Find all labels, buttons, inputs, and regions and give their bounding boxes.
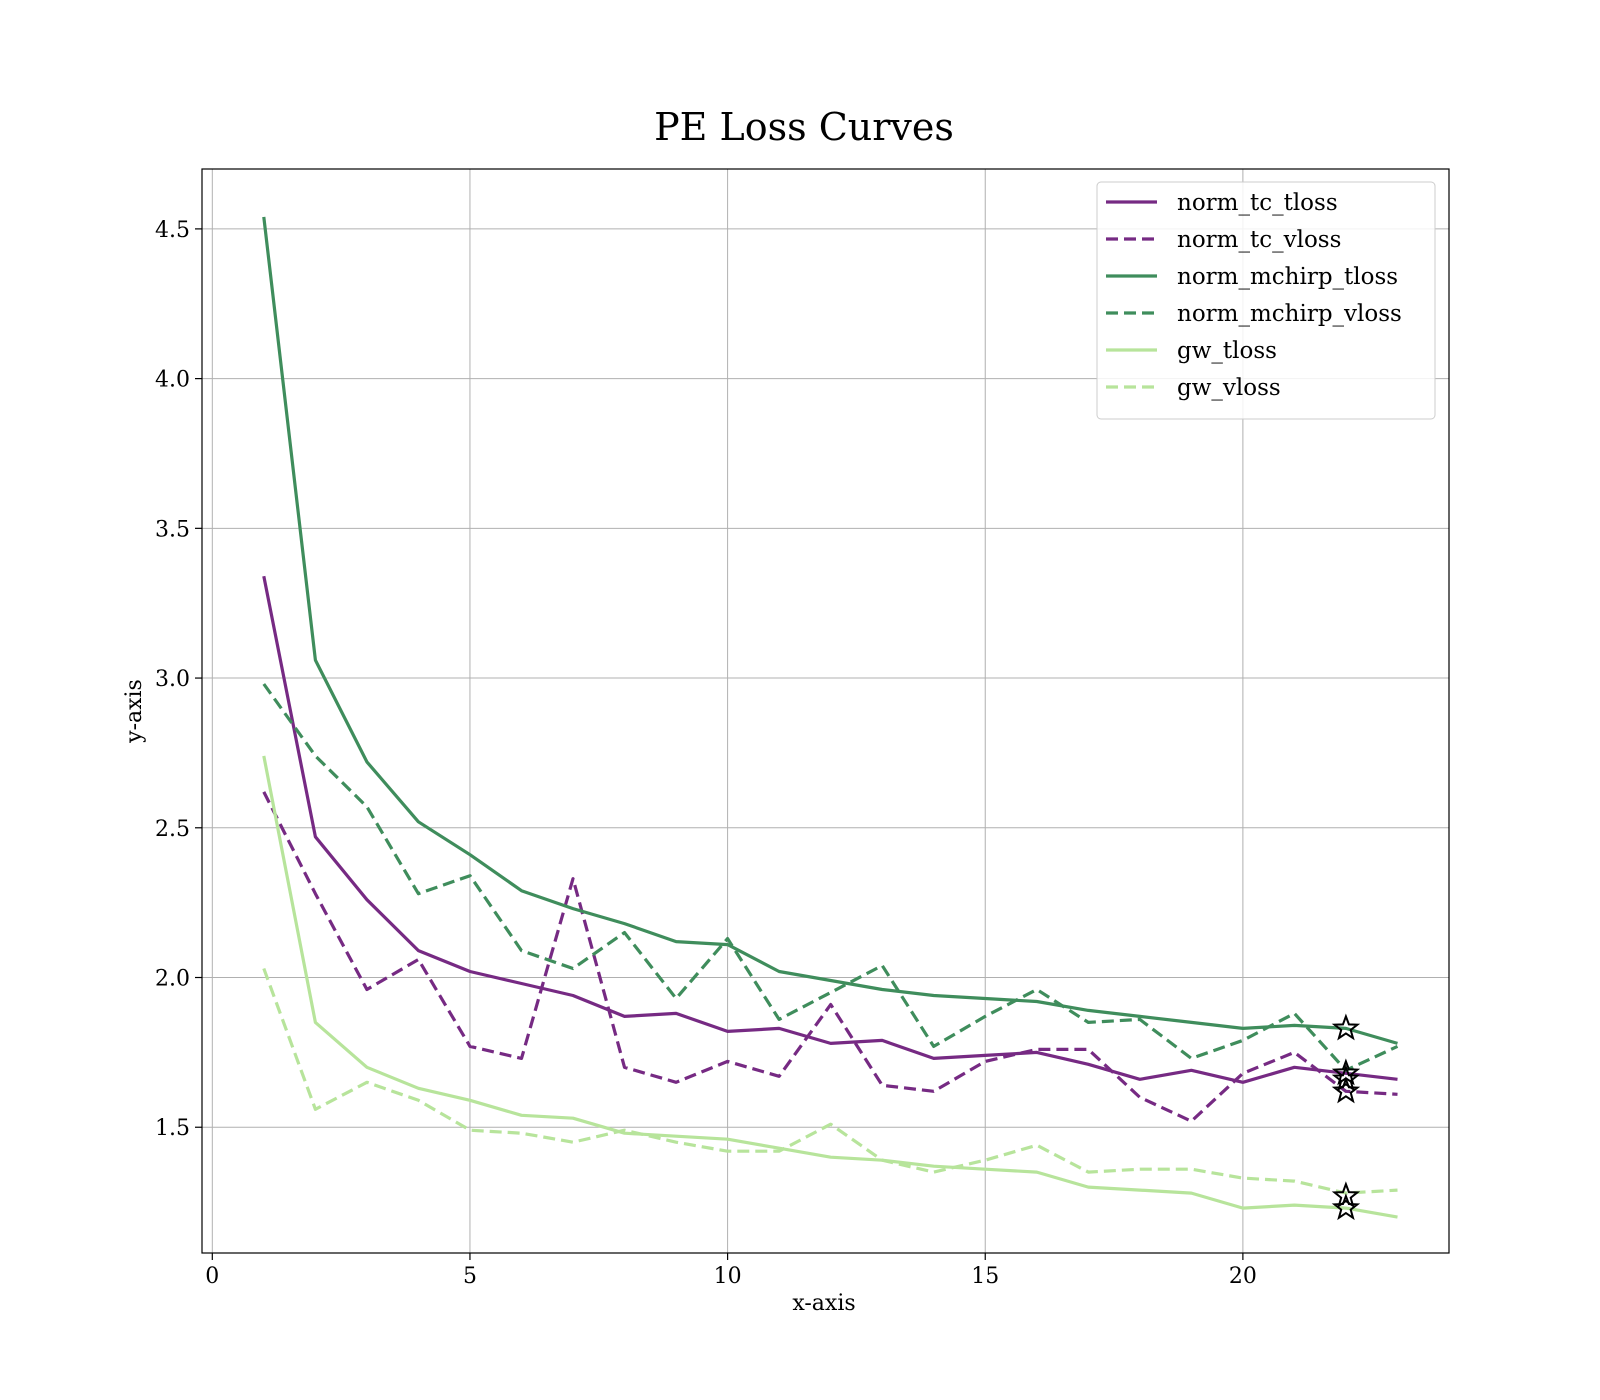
legend-label: norm_mchirp_tloss (1177, 264, 1398, 290)
x-tick-label: 10 (714, 1264, 742, 1289)
y-tick-label: 2.5 (155, 817, 190, 842)
series-line-gw-vloss (262, 967, 1398, 1195)
series-lines (262, 216, 1399, 1219)
series-line-gw-tloss (262, 755, 1398, 1219)
series-line-norm-tc-tloss (262, 575, 1398, 1084)
star-marker (1331, 1013, 1361, 1041)
legend-label: norm_tc_vloss (1177, 227, 1341, 253)
axis-ticks: 0 5 10 15 20 1.5 2.0 2.5 3.0 3.5 4.0 4.5 (155, 218, 1257, 1289)
y-tick-label: 4.0 (155, 368, 190, 393)
series-line-norm-tc-vloss (262, 791, 1398, 1123)
y-tick-label: 4.5 (155, 218, 190, 243)
x-tick-label: 15 (971, 1264, 999, 1289)
legend-label: gw_tloss (1177, 338, 1277, 364)
star-marker (1331, 1064, 1361, 1092)
x-tick-label: 5 (463, 1264, 477, 1289)
star-marker (1331, 1193, 1361, 1221)
legend-label: norm_tc_tloss (1177, 190, 1338, 216)
series-line-norm-mchirp-vloss (262, 683, 1399, 1072)
legend-box (1096, 181, 1436, 420)
x-tick-label: 0 (205, 1264, 219, 1289)
legend: norm_tc_tloss norm_tc_vloss norm_mchirp_tl… (1096, 181, 1436, 420)
y-tick-label: 2.0 (155, 967, 190, 992)
y-tick-label: 3.5 (155, 517, 190, 542)
y-axis-label: y-axis (122, 679, 147, 744)
series-line-norm-mchirp-tloss (262, 216, 1398, 1045)
plot-frame (201, 168, 1450, 1254)
x-tick-label: 20 (1229, 1264, 1257, 1289)
y-tick-label: 1.5 (155, 1116, 190, 1141)
chart-title: PE Loss Curves (654, 105, 954, 149)
x-axis-label: x-axis (792, 1291, 855, 1316)
star-marker (1331, 1181, 1361, 1209)
best-markers (1331, 1013, 1361, 1221)
legend-label: gw_vloss (1177, 375, 1281, 401)
y-tick-label: 3.0 (155, 667, 190, 692)
legend-label: norm_mchirp_vloss (1177, 301, 1402, 327)
star-marker (1331, 1076, 1361, 1104)
